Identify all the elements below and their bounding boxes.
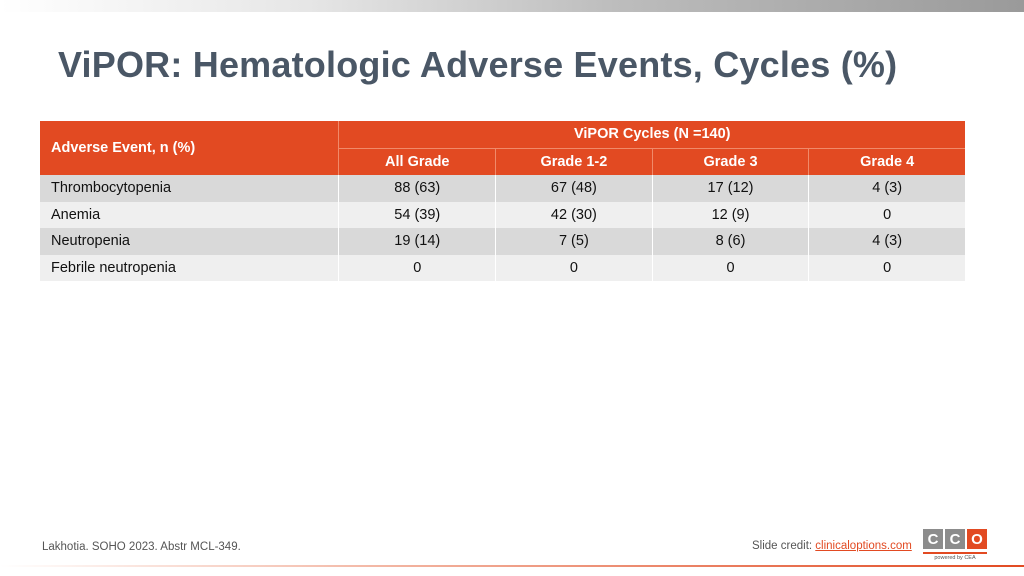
header-grade-3: Grade 3 [652, 148, 810, 175]
slide-credit: Slide credit: clinicaloptions.com [752, 540, 912, 552]
cell-grade-1-2: 67 (48) [495, 175, 653, 202]
logo-underline [923, 552, 987, 554]
table-row: Anemia 54 (39) 42 (30) 12 (9) 0 [40, 201, 965, 228]
cell-grade-4: 4 (3) [808, 175, 965, 202]
cell-all-grade: 88 (63) [338, 175, 497, 202]
cell-all-grade: 54 (39) [338, 201, 497, 228]
header-vipor-cycles: ViPOR Cycles (N =140) [338, 121, 965, 149]
cco-logo: C C O powered by CEA [923, 529, 989, 565]
row-label: Anemia [40, 201, 340, 228]
cell-grade-3: 12 (9) [652, 201, 810, 228]
logo-tagline: powered by CEA [934, 555, 976, 561]
table-row: Febrile neutropenia 0 0 0 0 [40, 254, 965, 281]
cell-grade-4: 4 (3) [808, 228, 965, 255]
row-label: Febrile neutropenia [40, 254, 340, 281]
header-adverse-event: Adverse Event, n (%) [40, 121, 340, 175]
header-all-grade: All Grade [338, 148, 497, 175]
citation-text: Lakhotia. SOHO 2023. Abstr MCL-349. [42, 541, 241, 553]
logo-letter-c2: C [945, 529, 965, 549]
credit-link[interactable]: clinicaloptions.com [815, 540, 912, 552]
cell-all-grade: 0 [338, 254, 497, 281]
table-row: Neutropenia 19 (14) 7 (5) 8 (6) 4 (3) [40, 228, 965, 255]
logo-letter-c1: C [923, 529, 943, 549]
cell-grade-3: 0 [652, 254, 810, 281]
header-grade-4: Grade 4 [808, 148, 965, 175]
cell-all-grade: 19 (14) [338, 228, 497, 255]
table-row: Thrombocytopenia 88 (63) 67 (48) 17 (12)… [40, 175, 965, 202]
cell-grade-1-2: 42 (30) [495, 201, 653, 228]
cell-grade-1-2: 7 (5) [495, 228, 653, 255]
top-gradient-bar [0, 0, 1024, 12]
row-label: Thrombocytopenia [40, 175, 340, 202]
header-grade-1-2: Grade 1-2 [495, 148, 653, 175]
bottom-accent-line [0, 565, 1024, 567]
cell-grade-1-2: 0 [495, 254, 653, 281]
cell-grade-3: 17 (12) [652, 175, 810, 202]
row-label: Neutropenia [40, 228, 340, 255]
logo-letter-o: O [967, 529, 987, 549]
credit-prefix: Slide credit: [752, 540, 816, 552]
logo-letter-boxes: C C O [923, 529, 989, 549]
adverse-events-table: Adverse Event, n (%) ViPOR Cycles (N =14… [40, 121, 965, 281]
cell-grade-3: 8 (6) [652, 228, 810, 255]
cell-grade-4: 0 [808, 201, 965, 228]
slide-title: ViPOR: Hematologic Adverse Events, Cycle… [58, 44, 898, 85]
cell-grade-4: 0 [808, 254, 965, 281]
